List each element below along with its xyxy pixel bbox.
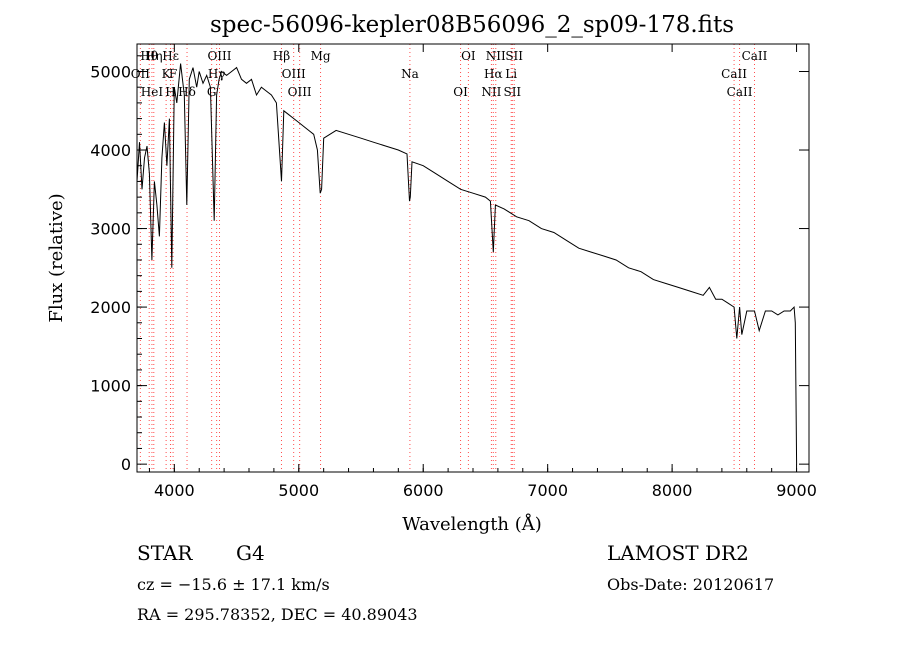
y-tick-label: 5000 — [90, 62, 131, 81]
x-tick-label: 5000 — [278, 481, 319, 500]
x-tick-label: 6000 — [403, 481, 444, 500]
y-axis: 0 1000 2000 3000 4000 5000 — [90, 55, 809, 474]
spectral-line-label: Na — [401, 67, 419, 81]
x-tick-label: 4000 — [154, 481, 195, 500]
spectral-line-label: K — [162, 67, 172, 81]
spectral-line-label: Hδ — [178, 85, 196, 99]
spectral-line-label: Li — [505, 67, 517, 81]
spectral-line-label: Hη — [145, 49, 163, 63]
object-subclass: G4 — [236, 541, 265, 565]
spectral-line-label: OII — [131, 67, 151, 81]
spectral-line-label: CaII — [742, 49, 768, 63]
x-axis-label: Wavelength (Å) — [402, 513, 542, 535]
x-tick-label: 9000 — [776, 481, 817, 500]
spectral-line-label: Hγ — [208, 67, 226, 81]
y-tick-label: 2000 — [90, 298, 131, 317]
spectral-line-label: NII — [486, 49, 506, 63]
redshift-text: cz = −15.6 ± 17.1 km/s — [137, 575, 330, 594]
plot-frame — [136, 43, 810, 473]
spectral-line-label: OIII — [282, 67, 306, 81]
x-axis: 4000 5000 6000 7000 8000 9000 — [148, 44, 817, 500]
y-axis-label: Flux (relative) — [46, 193, 67, 322]
y-tick-label: 1000 — [90, 377, 131, 396]
y-tick-label: 3000 — [90, 220, 131, 239]
spectral-line-label: Hθ — [140, 49, 158, 63]
spectral-line-label: SII — [503, 85, 521, 99]
object-class: STAR — [137, 541, 193, 565]
spectral-line-label: Mg — [311, 49, 331, 63]
spectral-line-label: OIII — [207, 49, 231, 63]
y-tick-label: 0 — [121, 455, 131, 474]
y-tick-label: 4000 — [90, 141, 131, 160]
spectral-line-label: F — [169, 67, 177, 81]
spectral-line-label: Hβ — [273, 49, 290, 63]
spectral-line-label: CaII — [721, 67, 747, 81]
survey-name: LAMOST DR2 — [607, 541, 749, 565]
spectral-line-labels: Hθ OII HeI Hη KH Hε FHδ OIII Hγ G Hβ OIII OIII Mg Na OI… — [131, 49, 768, 99]
spectral-line-label: Hε — [162, 49, 179, 63]
x-tick-label: 7000 — [527, 481, 568, 500]
chart-title: spec-56096-kepler08B56096_2_sp09-178.fit… — [210, 12, 734, 38]
coordinates-text: RA = 295.78352, DEC = 40.89043 — [137, 605, 418, 624]
spectral-line-label: SII — [505, 49, 523, 63]
spectral-line-markers — [139, 44, 755, 472]
spectral-line-label: OIII — [288, 85, 312, 99]
x-tick-label: 8000 — [652, 481, 693, 500]
spectral-line-label: H — [165, 85, 175, 99]
spectral-line-label: OI — [461, 49, 476, 63]
spectral-line-label: CaII — [727, 85, 753, 99]
observation-date: Obs-Date: 20120617 — [607, 575, 774, 594]
spectral-line-label: NII — [481, 85, 501, 99]
spectral-line-label: HeI — [141, 85, 164, 99]
spectral-line-label: Hα — [484, 67, 503, 81]
spectrum-line — [136, 63, 798, 465]
spectral-line-label: G — [207, 85, 217, 99]
spectral-line-label: OI — [453, 85, 468, 99]
